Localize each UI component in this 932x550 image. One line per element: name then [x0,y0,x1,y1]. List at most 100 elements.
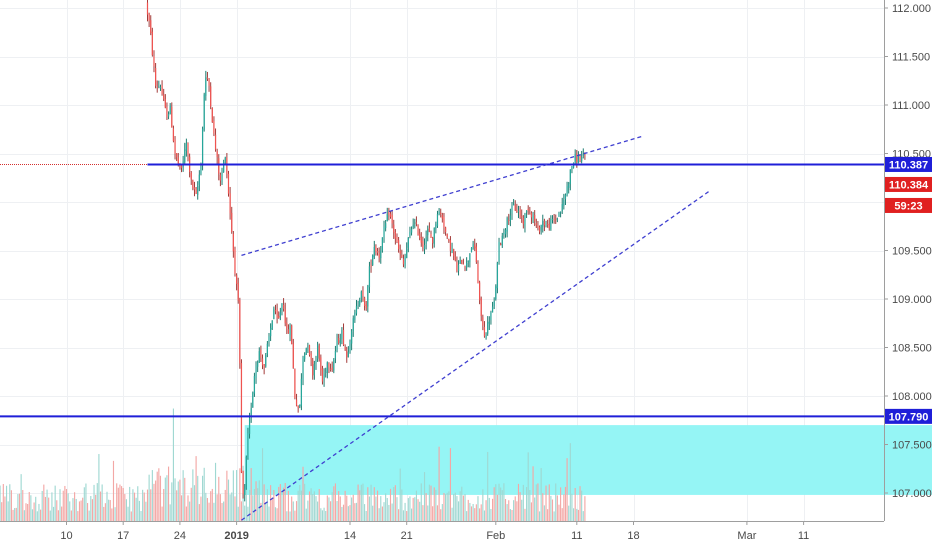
volume-bar [4,496,6,521]
candle-body [504,229,507,235]
volume-bar [315,496,317,521]
volume-bar [211,488,213,521]
volume-bar [56,500,58,521]
candle-body [446,233,448,238]
volume-bar [430,485,432,521]
candle-body [146,2,149,15]
candle-body [334,350,337,359]
volume-bar [1,502,3,521]
volume-bar [40,509,42,521]
candle-body [501,235,503,246]
volume-bar [258,480,260,521]
volume-bar [417,499,419,521]
volume-bar [57,510,59,521]
volume-bar [91,499,93,521]
volume-bar [150,489,152,521]
volume-bar [365,510,367,521]
candle-body [525,210,528,213]
support-zone-rect [244,425,932,495]
candle-body [521,216,523,218]
candle-body [529,210,531,212]
volume-bar [538,511,541,521]
candle-body [470,247,473,253]
volume-bar [146,489,149,521]
volume-bar [495,484,497,521]
candle-body [556,218,558,220]
volume-bar [513,500,515,521]
candle-body [198,174,200,185]
volume-bar [95,494,97,521]
volume-bar [223,501,225,521]
volume-bar [529,490,531,521]
volume-bar [323,507,325,521]
volume-bar [198,504,200,521]
volume-bar [132,489,134,521]
candle-body [153,56,155,67]
candle-body [158,86,160,88]
candle-body [223,161,225,172]
volume-bar [140,511,142,521]
volume-bar [15,507,17,521]
candle-body [370,265,372,267]
volume-bar [104,503,106,521]
volume-bar [18,493,21,521]
volume-bar [2,484,4,521]
price-tick-label: 108.500 [892,343,932,355]
candle-body [163,94,165,99]
volume-bar [93,484,95,521]
countdown-tag-text: 59:23 [894,200,922,212]
time-tick-label: 2019 [224,530,248,542]
price-tick-label: 112.000 [892,3,931,15]
volume-bar [582,511,584,521]
candle-body [187,142,189,156]
trendlines[interactable] [241,135,711,521]
volume-bar [167,466,170,521]
volume-bar [240,501,243,521]
candle-body [292,343,294,369]
candle-body [224,157,226,161]
volume-bar [14,508,16,521]
candle-body [388,212,390,215]
volume-bar [320,508,322,521]
volume-bar [268,506,270,521]
candle-body [478,282,481,301]
candle-body [333,359,335,371]
candle-body [417,224,419,235]
candle-body [543,220,546,226]
volume-bar [459,491,461,521]
candle-body [430,233,432,238]
volume-bar [125,499,128,521]
candle-body [154,67,157,86]
price-tick-label: 107.000 [892,488,932,500]
candle-body [318,345,320,359]
volume-bar [218,476,220,521]
volume-bar [255,481,257,521]
volume-bar [577,509,579,521]
volume-bar [566,458,568,521]
volume-bar [393,487,395,521]
candle-body [151,31,153,56]
volume-bar [482,489,484,521]
volume-bar [527,452,529,521]
candle-body [548,224,550,229]
horizontal-levels[interactable] [0,163,884,418]
volume-bar [172,408,174,521]
candle-body [232,233,234,252]
volume-bar [354,503,356,521]
candle-body [284,309,286,324]
volume-bar [514,496,516,521]
candle-body [542,220,544,227]
candle-body [365,304,367,309]
candle-body [438,211,440,215]
volume-bar [72,498,74,521]
volume-bar [271,498,273,521]
volume-bar [176,490,178,521]
countdown-tag-bg [885,197,932,213]
candle-body [491,306,494,313]
volume-bar [504,499,507,521]
volume-bar [415,490,417,521]
candle-body [328,363,330,368]
candle-body [576,153,578,162]
volume-bar [436,505,439,521]
